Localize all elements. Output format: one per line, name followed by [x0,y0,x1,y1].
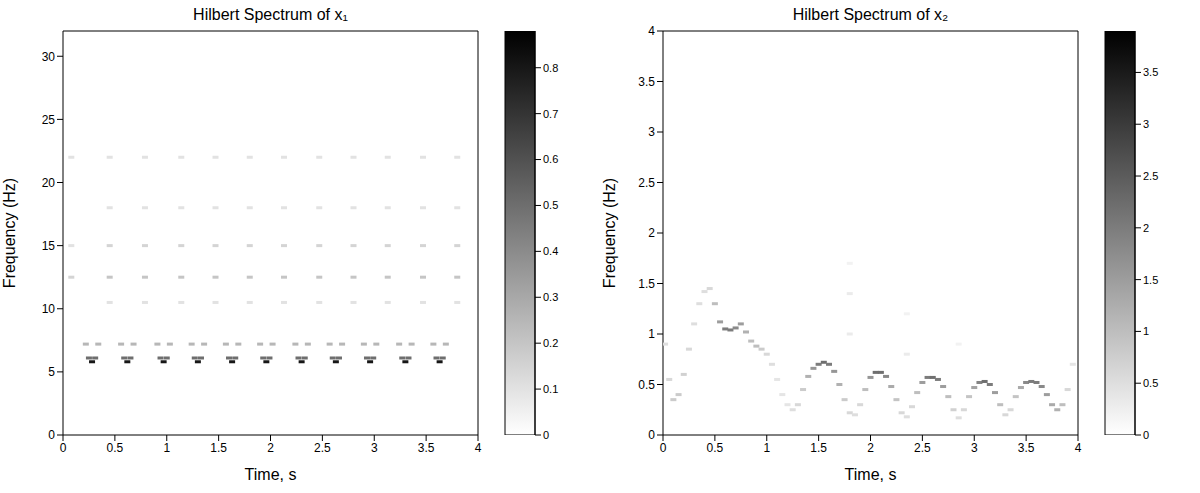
svg-text:0.2: 0.2 [543,337,558,349]
svg-text:2.5: 2.5 [1143,170,1158,182]
svg-text:0: 0 [1143,429,1149,441]
svg-text:3.5: 3.5 [1018,441,1035,455]
svg-text:1: 1 [763,441,770,455]
svg-text:0: 0 [648,428,655,442]
svg-text:Time, s: Time, s [845,466,897,483]
svg-text:2.5: 2.5 [914,441,931,455]
svg-text:0.5: 0.5 [543,199,558,211]
svg-text:4: 4 [1075,441,1082,455]
svg-text:3: 3 [1143,118,1149,130]
svg-text:3: 3 [371,441,378,455]
svg-text:2: 2 [648,226,655,240]
svg-text:4: 4 [475,441,482,455]
svg-text:2: 2 [867,441,874,455]
svg-text:0: 0 [48,428,55,442]
svg-text:3.5: 3.5 [1143,66,1158,78]
svg-text:1: 1 [1143,325,1149,337]
svg-text:1.5: 1.5 [1143,274,1158,286]
svg-text:2.5: 2.5 [638,176,655,190]
svg-text:0: 0 [60,441,67,455]
svg-text:0: 0 [543,429,549,441]
svg-text:Time, s: Time, s [245,466,297,483]
svg-text:20: 20 [42,176,56,190]
svg-text:0.5: 0.5 [707,441,724,455]
svg-text:25: 25 [42,113,56,127]
svg-text:1.5: 1.5 [810,441,827,455]
svg-text:2.5: 2.5 [314,441,331,455]
svg-text:10: 10 [42,302,56,316]
svg-text:3.5: 3.5 [418,441,435,455]
svg-text:0.7: 0.7 [543,108,558,120]
svg-text:0.4: 0.4 [543,245,558,257]
svg-text:3.5: 3.5 [638,75,655,89]
svg-text:4: 4 [648,24,655,38]
svg-text:0: 0 [660,441,667,455]
svg-text:3: 3 [648,125,655,139]
svg-text:Frequency (Hz): Frequency (Hz) [601,178,618,288]
svg-text:0.5: 0.5 [107,441,124,455]
svg-text:0.5: 0.5 [1143,377,1158,389]
html-text:Hilbert Spectrum of x₂: Hilbert Spectrum of x₂ [792,6,949,23]
svg-text:0.8: 0.8 [543,62,558,74]
svg-text:0.5: 0.5 [638,378,655,392]
svg-text:2: 2 [1143,222,1149,234]
html-text:Hilbert Spectrum of x₁: Hilbert Spectrum of x₁ [193,6,348,23]
svg-text:15: 15 [42,239,56,253]
svg-text:1.5: 1.5 [210,441,227,455]
svg-text:1.5: 1.5 [638,277,655,291]
svg-text:Frequency (Hz): Frequency (Hz) [1,178,18,288]
svg-text:30: 30 [42,50,56,64]
svg-text:0.6: 0.6 [543,153,558,165]
svg-text:1: 1 [163,441,170,455]
svg-text:0.3: 0.3 [543,291,558,303]
svg-text:3: 3 [971,441,978,455]
svg-text:2: 2 [267,441,274,455]
svg-text:0.1: 0.1 [543,383,558,395]
svg-text:1: 1 [648,327,655,341]
svg-text:5: 5 [48,365,55,379]
